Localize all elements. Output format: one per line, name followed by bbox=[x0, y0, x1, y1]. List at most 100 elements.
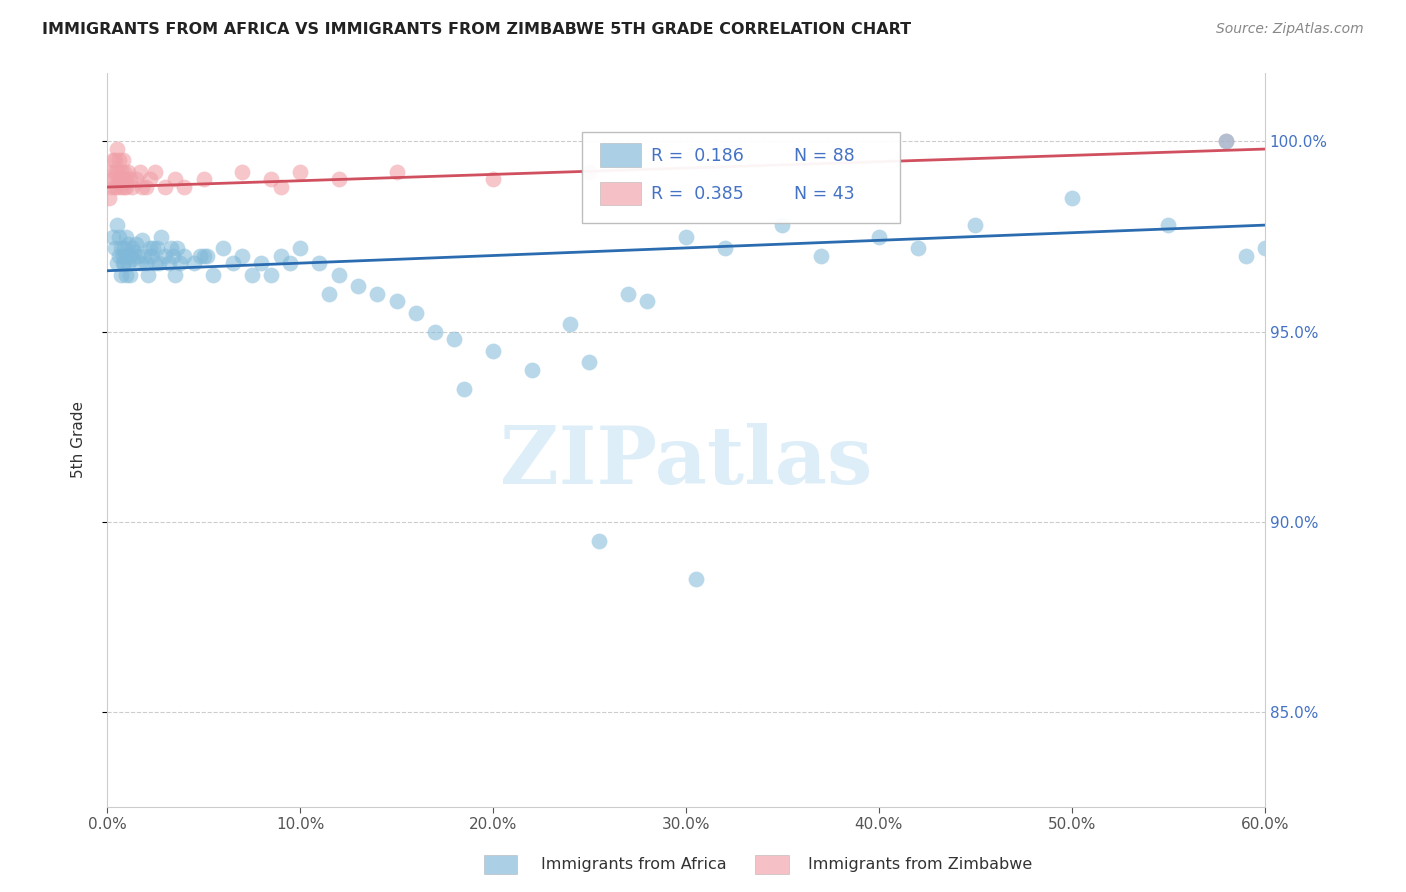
Point bbox=[111, 153, 134, 168]
Point bbox=[115, 229, 138, 244]
Point bbox=[328, 172, 350, 186]
Point bbox=[193, 172, 215, 186]
Point bbox=[328, 268, 350, 282]
Point bbox=[135, 180, 157, 194]
Point bbox=[1060, 192, 1083, 206]
Point bbox=[443, 332, 465, 346]
Point bbox=[117, 237, 139, 252]
Point bbox=[104, 241, 127, 255]
Text: R =  0.385: R = 0.385 bbox=[651, 186, 744, 203]
Point bbox=[127, 248, 149, 262]
Point bbox=[101, 153, 124, 168]
Point bbox=[163, 268, 186, 282]
Point bbox=[188, 248, 211, 262]
Point bbox=[617, 286, 640, 301]
Point bbox=[98, 192, 121, 206]
Point bbox=[153, 180, 176, 194]
Point bbox=[318, 286, 340, 301]
Point bbox=[159, 241, 181, 255]
Point bbox=[578, 165, 600, 179]
Point bbox=[153, 248, 176, 262]
Point bbox=[104, 153, 127, 168]
Point bbox=[142, 241, 165, 255]
Point bbox=[110, 268, 132, 282]
Point bbox=[588, 533, 610, 548]
Point bbox=[288, 165, 311, 179]
Point bbox=[385, 294, 408, 309]
Point bbox=[1157, 218, 1180, 232]
Point bbox=[117, 165, 139, 179]
Point bbox=[100, 180, 122, 194]
Point bbox=[1254, 241, 1277, 255]
Point bbox=[125, 172, 148, 186]
Point bbox=[143, 256, 166, 270]
Point bbox=[110, 180, 132, 194]
Point bbox=[907, 241, 929, 255]
Point bbox=[114, 256, 136, 270]
Point bbox=[240, 268, 263, 282]
Point bbox=[131, 233, 153, 247]
Point bbox=[366, 286, 388, 301]
Point bbox=[120, 172, 142, 186]
Point bbox=[121, 241, 143, 255]
Point bbox=[111, 256, 134, 270]
Point bbox=[148, 256, 170, 270]
Point bbox=[231, 248, 253, 262]
Point bbox=[120, 268, 142, 282]
Point bbox=[136, 268, 159, 282]
Point bbox=[115, 180, 138, 194]
Point bbox=[115, 172, 138, 186]
Point bbox=[157, 256, 180, 270]
Point bbox=[115, 268, 138, 282]
Point bbox=[231, 165, 253, 179]
Text: Immigrants from Zimbabwe: Immigrants from Zimbabwe bbox=[808, 857, 1032, 872]
Point bbox=[173, 248, 195, 262]
Text: IMMIGRANTS FROM AFRICA VS IMMIGRANTS FROM ZIMBABWE 5TH GRADE CORRELATION CHART: IMMIGRANTS FROM AFRICA VS IMMIGRANTS FRO… bbox=[42, 22, 911, 37]
Point bbox=[965, 218, 987, 232]
Point bbox=[104, 165, 127, 179]
Point bbox=[114, 165, 136, 179]
Y-axis label: 5th Grade: 5th Grade bbox=[72, 401, 86, 478]
Point bbox=[162, 248, 184, 262]
Point bbox=[107, 172, 129, 186]
Point bbox=[183, 256, 205, 270]
Point bbox=[202, 268, 225, 282]
Point bbox=[173, 180, 195, 194]
Point bbox=[221, 256, 243, 270]
Point bbox=[131, 180, 153, 194]
Point bbox=[105, 256, 128, 270]
Point bbox=[122, 244, 145, 259]
Point bbox=[520, 362, 543, 376]
Point bbox=[260, 172, 283, 186]
Point bbox=[132, 248, 155, 262]
Point bbox=[675, 229, 697, 244]
Point bbox=[453, 382, 475, 396]
Point bbox=[260, 268, 283, 282]
Point bbox=[105, 165, 128, 179]
Point bbox=[685, 572, 707, 586]
Point bbox=[385, 165, 408, 179]
Point bbox=[143, 165, 166, 179]
Point bbox=[250, 256, 273, 270]
Point bbox=[423, 325, 446, 339]
Point bbox=[111, 172, 134, 186]
Point bbox=[114, 180, 136, 194]
Point bbox=[107, 229, 129, 244]
Point bbox=[128, 256, 150, 270]
Point bbox=[166, 241, 188, 255]
Point bbox=[115, 248, 138, 262]
Text: Immigrants from Africa: Immigrants from Africa bbox=[541, 857, 727, 872]
Point bbox=[117, 256, 139, 270]
Text: N = 88: N = 88 bbox=[793, 147, 855, 165]
Text: ZIPatlas: ZIPatlas bbox=[501, 423, 872, 501]
Point bbox=[121, 180, 143, 194]
Point bbox=[169, 256, 191, 270]
Point bbox=[105, 180, 128, 194]
Point bbox=[101, 229, 124, 244]
Point bbox=[128, 165, 150, 179]
Point bbox=[347, 279, 370, 293]
Point bbox=[110, 241, 132, 255]
Point bbox=[1234, 248, 1257, 262]
FancyBboxPatch shape bbox=[600, 182, 641, 205]
Text: R =  0.186: R = 0.186 bbox=[651, 147, 744, 165]
